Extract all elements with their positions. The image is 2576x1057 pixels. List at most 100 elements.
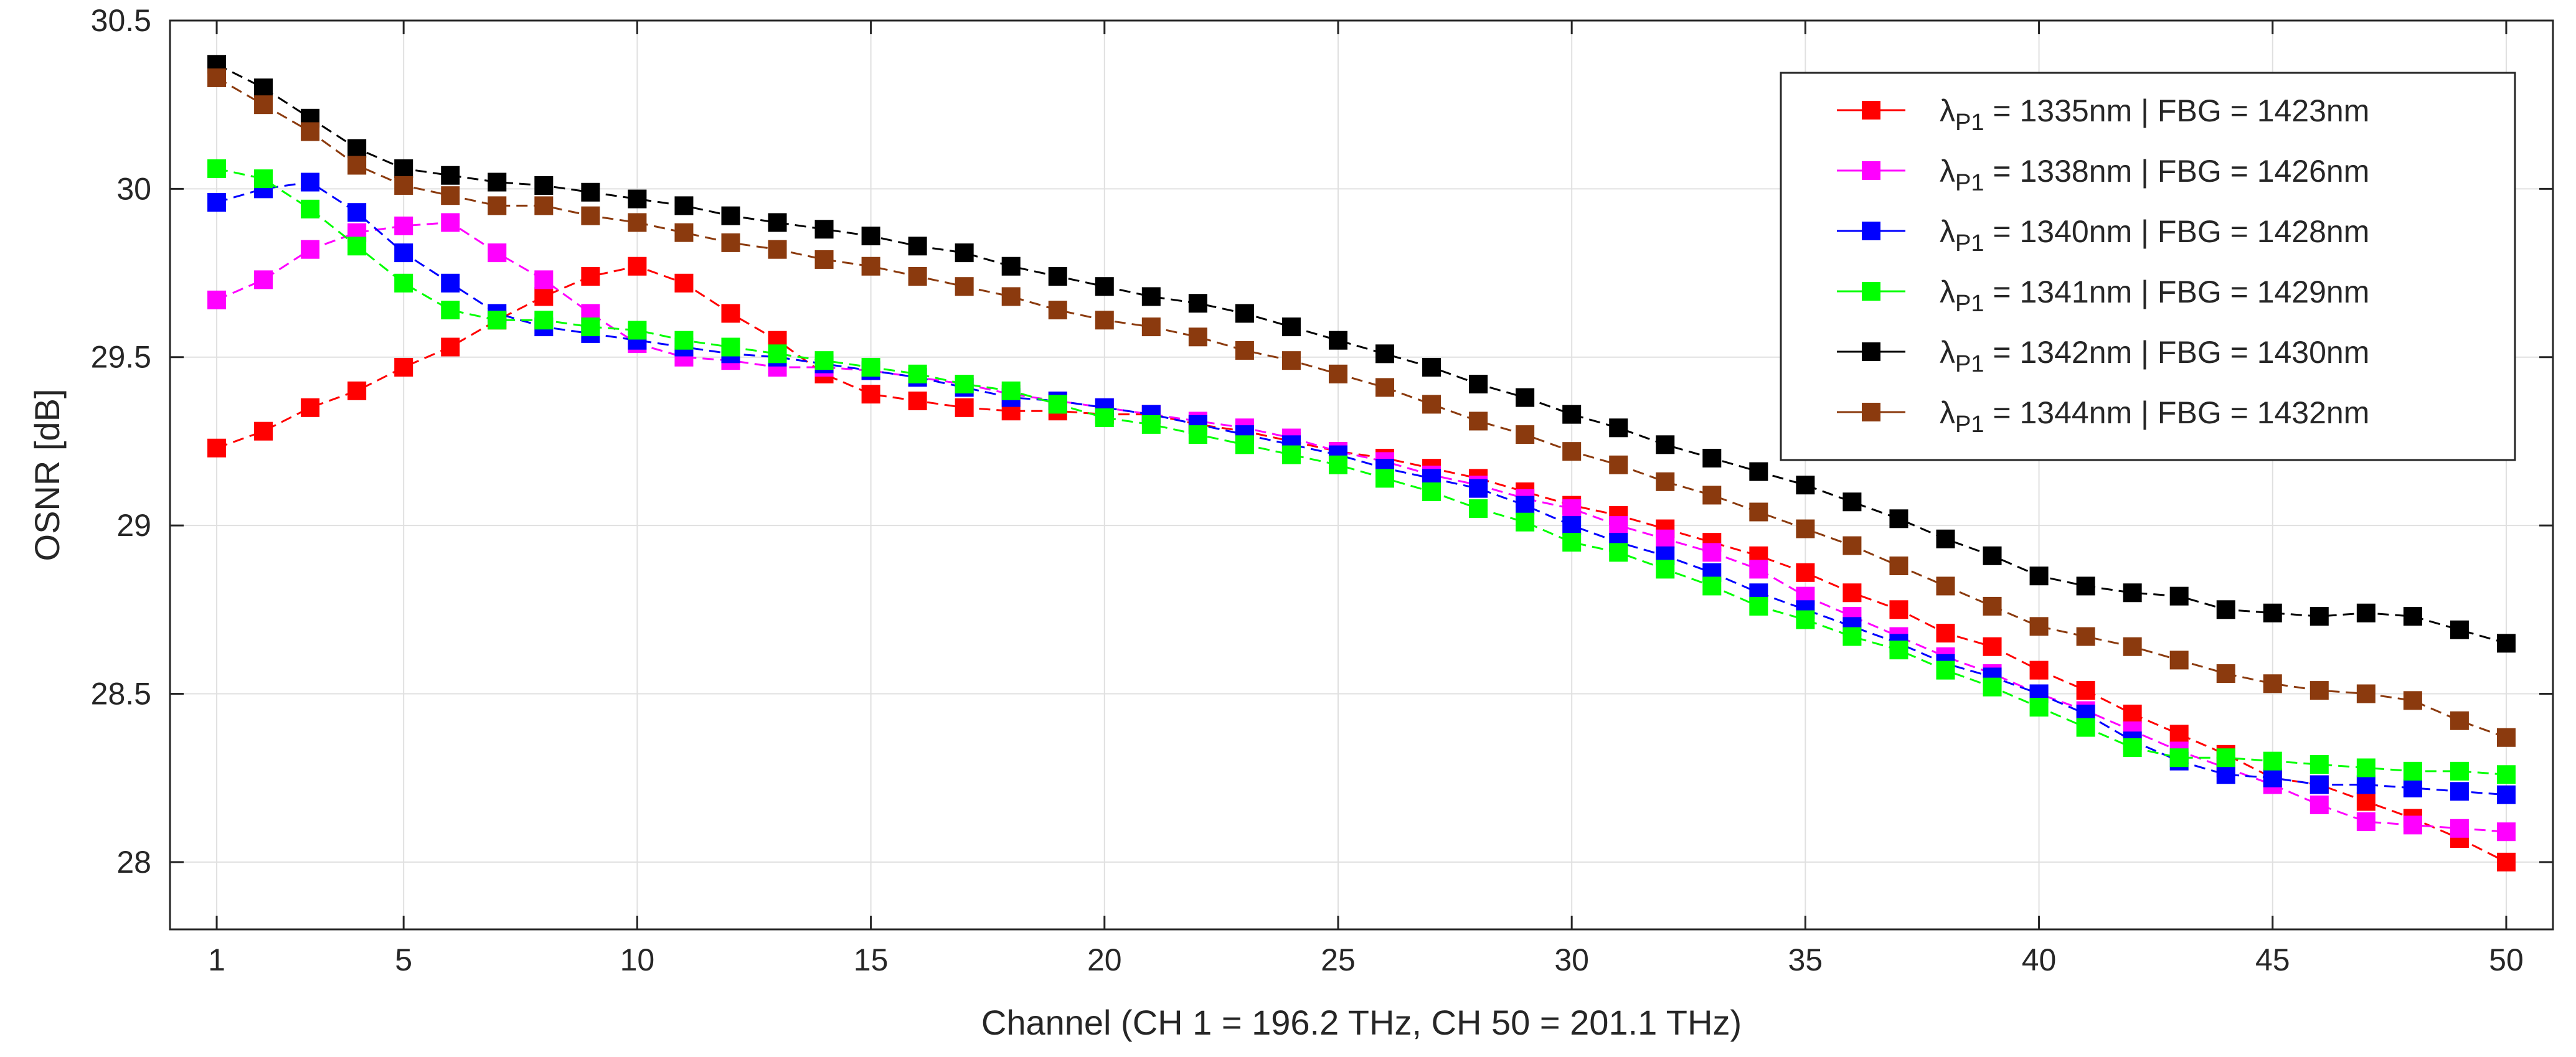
data-point [908, 392, 927, 411]
data-point [1141, 317, 1161, 337]
data-point [1609, 418, 1628, 438]
data-point [2403, 691, 2422, 710]
data-point [2309, 755, 2329, 774]
data-point [908, 266, 927, 286]
data-point [1702, 448, 1722, 467]
data-point [1095, 408, 1114, 428]
data-point [1048, 301, 1067, 320]
data-point [2496, 765, 2516, 784]
data-point [1656, 435, 1675, 454]
legend-label: λP1 = 1342nm | FBG = 1430nm [1940, 335, 2369, 377]
data-point [347, 237, 367, 256]
data-point [301, 398, 320, 417]
data-point [2216, 748, 2235, 768]
x-tick-label: 45 [2255, 942, 2290, 977]
series-5 [207, 55, 2516, 653]
data-point [2216, 765, 2235, 784]
data-point [1889, 600, 1908, 619]
data-point [1281, 317, 1301, 337]
data-point [2450, 819, 2469, 838]
data-point [1469, 479, 1488, 498]
data-point [2356, 758, 2375, 777]
data-point [1656, 529, 1675, 548]
data-point [1842, 536, 1862, 555]
data-point [347, 139, 367, 158]
data-point [2356, 812, 2375, 831]
data-point [2403, 607, 2422, 626]
data-point [1048, 266, 1067, 286]
data-point [814, 220, 834, 239]
x-tick-label: 5 [395, 942, 412, 977]
data-point [1983, 637, 2002, 656]
y-tick-label: 29.5 [91, 340, 151, 375]
data-point [254, 270, 273, 289]
data-point [254, 169, 273, 189]
data-point [2169, 586, 2189, 606]
data-point [1842, 583, 1862, 603]
data-point [581, 317, 600, 337]
data-point [2356, 792, 2375, 811]
data-point [301, 172, 320, 192]
legend-marker [1862, 222, 1880, 240]
data-point [768, 240, 787, 259]
data-point [581, 206, 600, 225]
series-4 [207, 159, 2516, 784]
data-point [1983, 677, 2002, 697]
data-point [534, 287, 554, 306]
data-point [814, 250, 834, 269]
data-point [721, 304, 740, 323]
data-point [207, 438, 227, 458]
data-point [301, 122, 320, 141]
data-point [441, 213, 460, 232]
data-point [2496, 852, 2516, 871]
data-point [394, 357, 413, 377]
y-tick-label: 30 [116, 171, 151, 206]
data-point [534, 270, 554, 289]
data-point [207, 193, 227, 212]
data-point [1469, 375, 1488, 393]
data-point [394, 243, 413, 263]
data-point [1609, 516, 1628, 535]
data-point [1656, 560, 1675, 579]
data-point [301, 199, 320, 218]
data-point [1749, 560, 1768, 579]
data-point [2029, 660, 2049, 680]
data-point [1422, 357, 1441, 377]
data-point [628, 213, 647, 232]
data-point [721, 233, 740, 252]
y-tick-label: 30.5 [91, 3, 151, 38]
data-point [2076, 627, 2095, 646]
data-point [394, 176, 413, 195]
data-point [955, 243, 974, 263]
data-point [1095, 277, 1114, 296]
legend-label: λP1 = 1344nm | FBG = 1432nm [1940, 395, 2369, 438]
legend-entry: λP1 = 1340nm | FBG = 1428nm [1837, 214, 2369, 256]
series-6 [207, 68, 2516, 747]
data-point [1936, 576, 1955, 596]
legend-marker [1862, 403, 1880, 421]
data-point [1516, 496, 1535, 515]
data-point [1235, 304, 1254, 323]
data-point [1842, 627, 1862, 646]
data-point [1095, 311, 1114, 330]
data-point [1281, 351, 1301, 370]
series-1 [207, 256, 2516, 871]
data-point [2029, 617, 2049, 636]
y-tick-label: 28.5 [91, 676, 151, 711]
data-point [1702, 486, 1722, 505]
data-point [2450, 782, 2469, 801]
data-point [581, 266, 600, 286]
data-point [581, 182, 600, 202]
data-point [2216, 664, 2235, 684]
data-point [674, 223, 694, 242]
data-point [1281, 445, 1301, 464]
data-point [2029, 698, 2049, 717]
data-point [674, 273, 694, 293]
data-point [768, 344, 787, 364]
data-point [2169, 748, 2189, 768]
data-point [1562, 405, 1582, 424]
data-point [2123, 637, 2142, 656]
data-point [441, 337, 460, 357]
data-point [2309, 607, 2329, 626]
